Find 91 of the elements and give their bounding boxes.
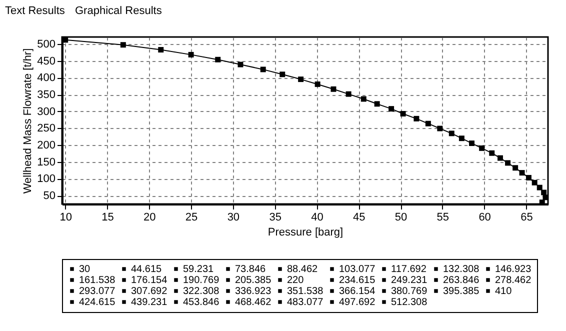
point bbox=[360, 96, 366, 102]
legend-label: 44.615 bbox=[131, 264, 162, 275]
legend-label: 73.846 bbox=[235, 264, 266, 275]
point bbox=[215, 56, 221, 62]
point bbox=[425, 120, 431, 126]
x-tick-label: 20 bbox=[144, 212, 156, 224]
legend-label: 263.846 bbox=[443, 275, 480, 286]
point bbox=[512, 165, 518, 171]
legend-label: 322.308 bbox=[183, 286, 220, 297]
y-tick-label: 250 bbox=[37, 122, 56, 135]
x-tick-label: 25 bbox=[185, 212, 198, 224]
point bbox=[280, 72, 286, 78]
x-tick-label: 45 bbox=[353, 212, 366, 224]
point bbox=[330, 86, 336, 92]
point bbox=[526, 174, 532, 180]
point bbox=[188, 52, 194, 58]
point bbox=[260, 66, 266, 72]
y-tick-label: 100 bbox=[37, 173, 56, 186]
y-tick-label: 150 bbox=[37, 156, 56, 168]
point bbox=[388, 106, 394, 112]
legend-label: 278.462 bbox=[495, 275, 532, 286]
x-tick-label: 40 bbox=[311, 212, 324, 224]
point bbox=[489, 150, 495, 156]
legend-label: 146.923 bbox=[495, 264, 532, 275]
legend-label: 439.231 bbox=[131, 297, 168, 308]
y-tick-label: 300 bbox=[37, 106, 56, 118]
x-tick-label: 55 bbox=[436, 212, 450, 224]
point bbox=[346, 91, 352, 97]
legend-label: 336.923 bbox=[235, 286, 272, 297]
text: Graphical Results bbox=[75, 5, 162, 17]
point bbox=[532, 180, 538, 186]
legend-label: 161.538 bbox=[79, 275, 116, 286]
x-tick-label: 60 bbox=[478, 212, 491, 224]
point bbox=[414, 116, 420, 122]
point bbox=[374, 101, 380, 107]
legend-label: 424.615 bbox=[79, 297, 116, 308]
point bbox=[479, 145, 485, 151]
legend-label: 483.077 bbox=[287, 297, 324, 308]
point bbox=[519, 170, 525, 176]
point bbox=[458, 136, 464, 142]
point bbox=[298, 76, 304, 82]
x-tick-label: 30 bbox=[227, 212, 240, 224]
legend-label: 103.077 bbox=[339, 264, 376, 275]
legend-label: 410 bbox=[495, 286, 512, 297]
x-tick-label: 65 bbox=[520, 212, 533, 224]
legend-label: 468.462 bbox=[235, 297, 272, 308]
y-tick-label: 400 bbox=[37, 72, 56, 84]
point bbox=[400, 111, 406, 116]
legend-label: 497.692 bbox=[339, 297, 376, 308]
legend-label: 132.308 bbox=[443, 264, 480, 275]
legend-label: 190.769 bbox=[183, 275, 220, 286]
legend-label: 293.077 bbox=[79, 286, 116, 297]
point bbox=[158, 47, 164, 53]
point bbox=[238, 62, 244, 68]
y-tick-label: 350 bbox=[37, 89, 56, 102]
legend-label: 380.769 bbox=[391, 286, 428, 297]
legend-label: 88.462 bbox=[287, 264, 318, 275]
point bbox=[498, 155, 503, 161]
legend-label: 117.692 bbox=[391, 264, 427, 275]
point bbox=[536, 184, 542, 190]
legend-label: 30 bbox=[79, 264, 91, 275]
y-axis-title: Wellhead Mass Flowrate [t/hr] bbox=[22, 48, 34, 194]
legend-label: 234.615 bbox=[339, 275, 376, 286]
text: Text Results bbox=[5, 5, 66, 17]
point bbox=[541, 190, 547, 196]
x-tick-label: 10 bbox=[60, 212, 72, 224]
legend-label: 249.231 bbox=[391, 275, 428, 286]
legend-label: 366.154 bbox=[339, 286, 376, 297]
y-tick-label: 200 bbox=[37, 140, 56, 152]
point bbox=[437, 126, 443, 132]
legend-label: 307.692 bbox=[131, 286, 168, 297]
legend-label: 59.231 bbox=[183, 264, 214, 275]
x-tick-label: 50 bbox=[394, 212, 408, 224]
y-tick-label: 500 bbox=[37, 38, 56, 51]
point bbox=[505, 160, 511, 166]
legend-label: 176.154 bbox=[131, 275, 168, 286]
legend-label: 395.385 bbox=[443, 286, 480, 297]
point bbox=[120, 42, 126, 48]
x-tick-label: 15 bbox=[102, 212, 114, 224]
point bbox=[314, 81, 320, 87]
y-tick-label: 50 bbox=[43, 190, 56, 202]
legend-label: 512.308 bbox=[391, 297, 428, 308]
point bbox=[469, 140, 474, 146]
legend-label: 220 bbox=[287, 275, 304, 286]
x-tick-label: 35 bbox=[269, 212, 282, 224]
y-tick-label: 450 bbox=[37, 55, 56, 68]
legend-label: 205.385 bbox=[235, 275, 272, 286]
legend-label: 351.538 bbox=[287, 286, 324, 297]
point bbox=[448, 130, 454, 136]
x-axis-title: Pressure [barg] bbox=[268, 226, 344, 238]
legend-label: 453.846 bbox=[183, 297, 220, 308]
